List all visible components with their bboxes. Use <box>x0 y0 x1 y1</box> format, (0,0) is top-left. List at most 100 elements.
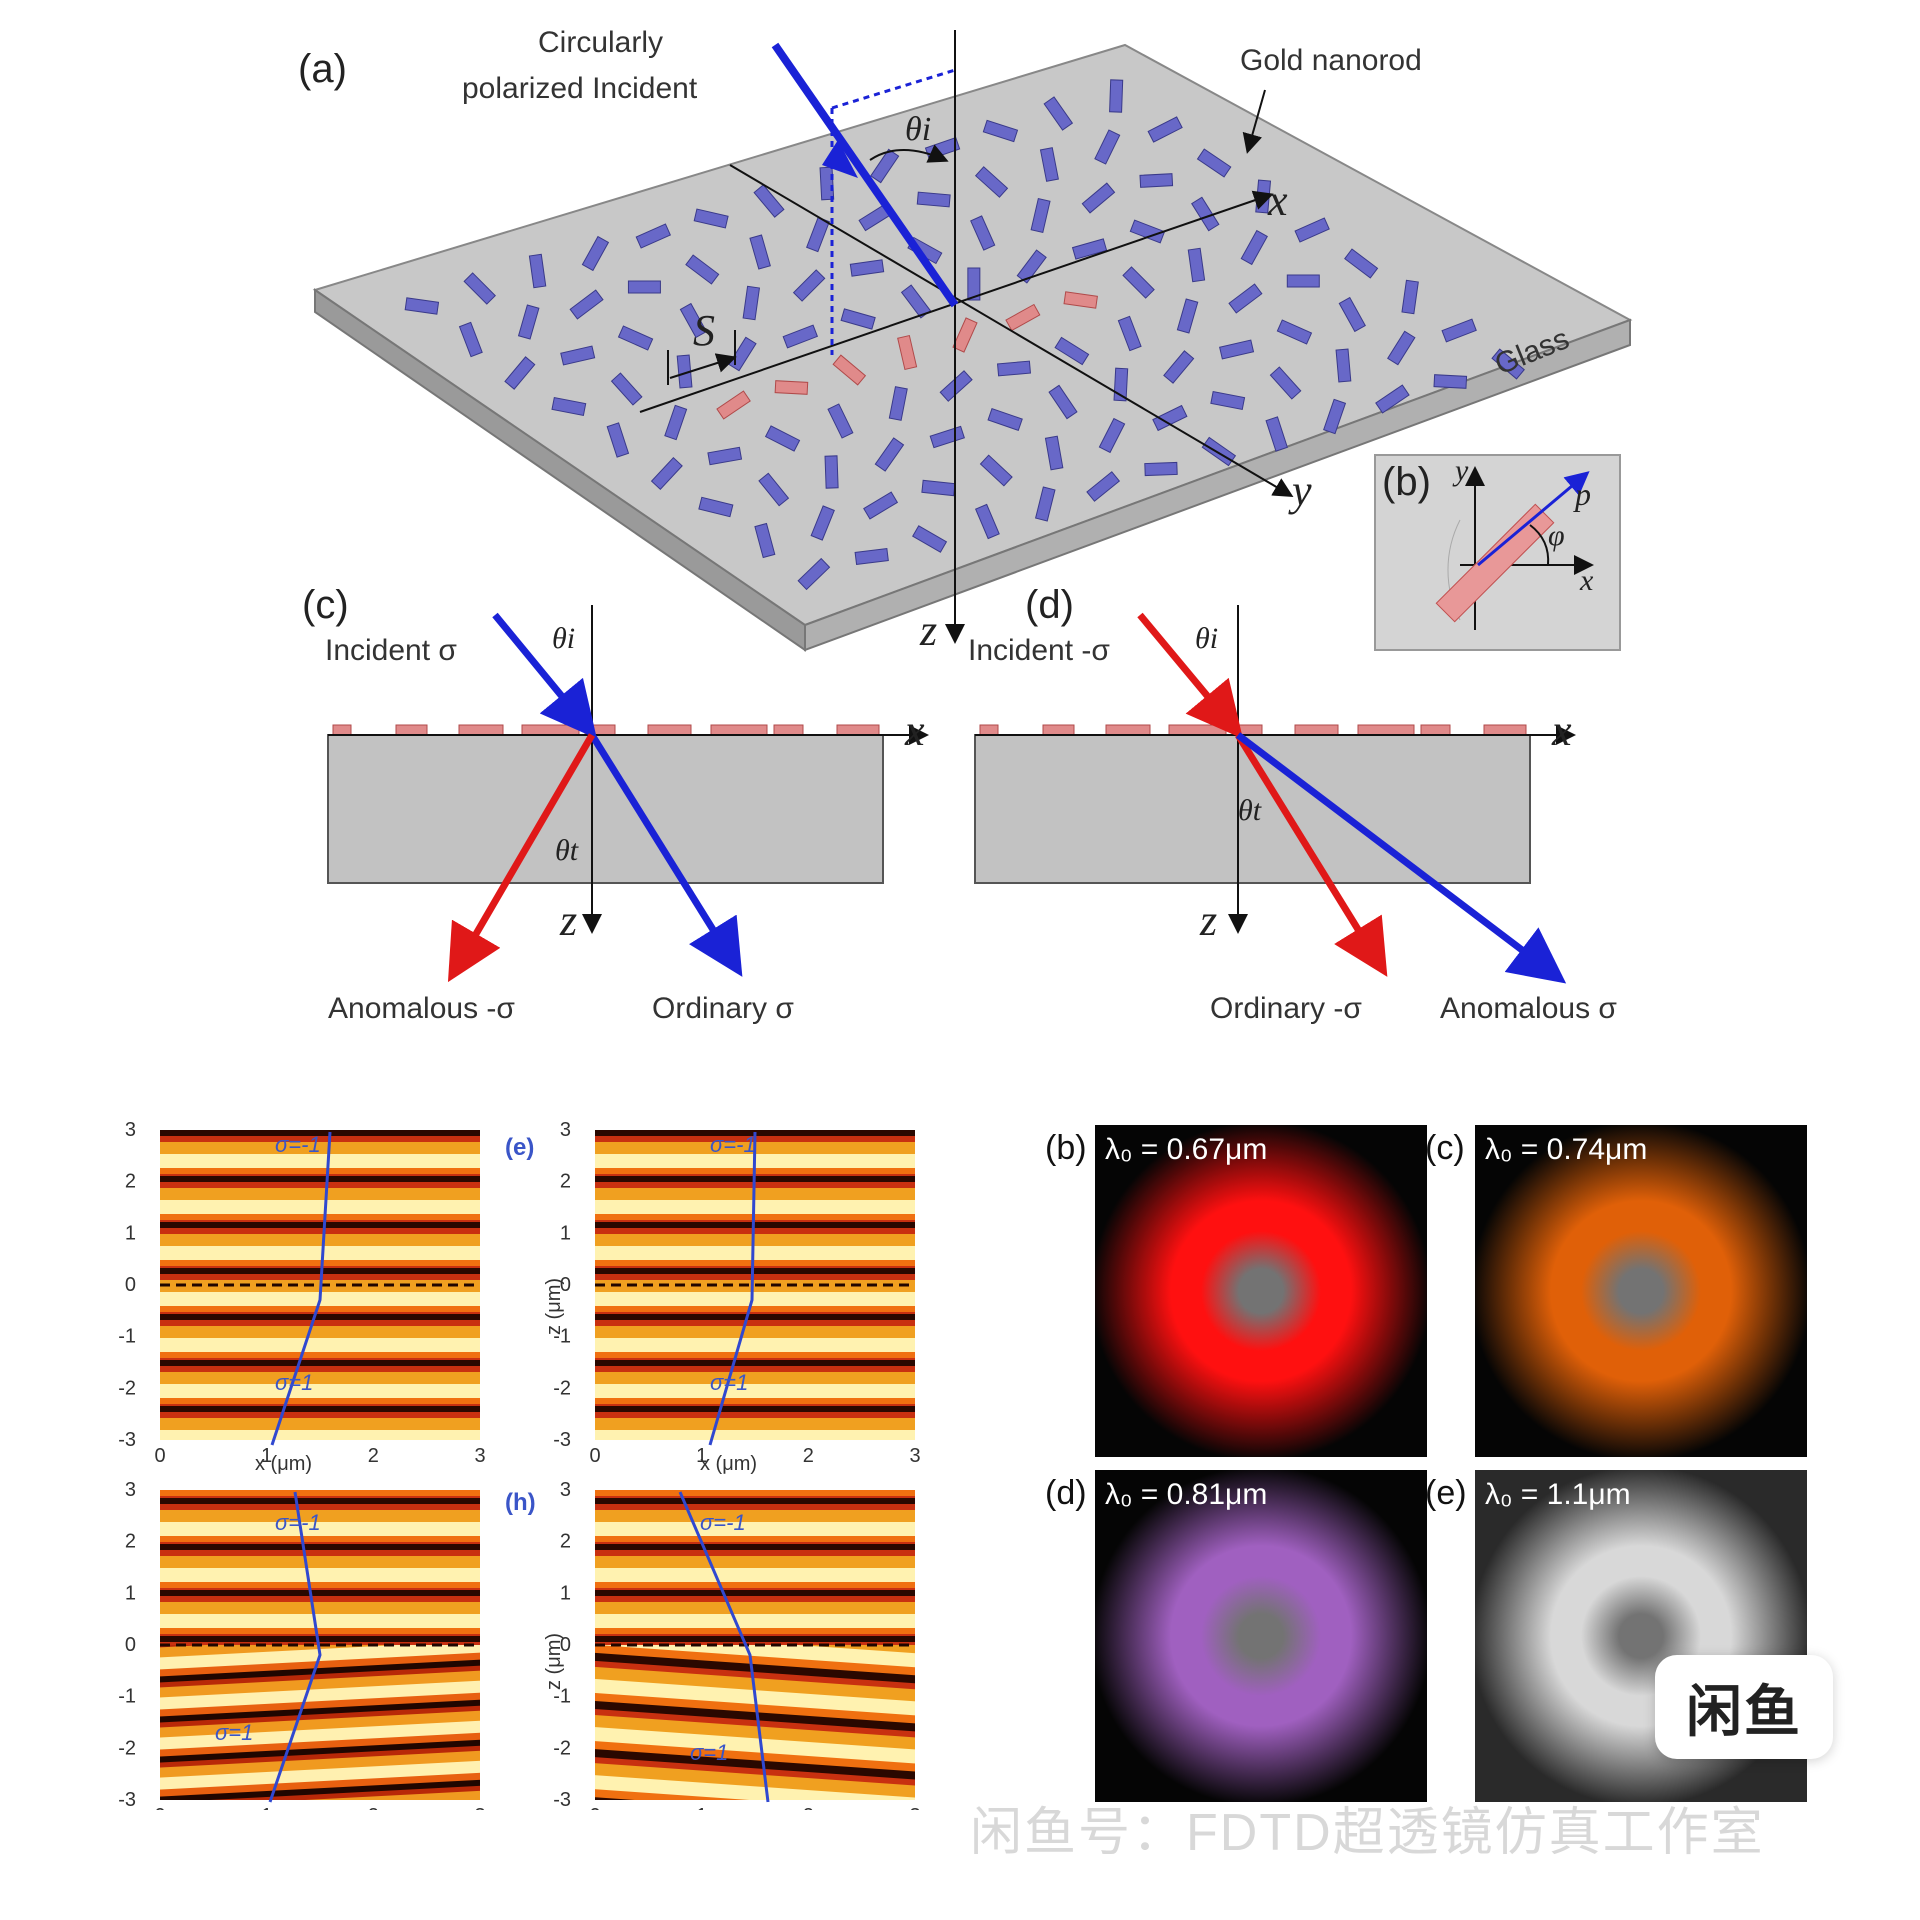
z-tick: -3 <box>553 1789 571 1810</box>
nanorod <box>1387 330 1416 366</box>
panel-d-letter: (d) <box>1025 583 1074 627</box>
cross-section-pad <box>1231 724 1263 736</box>
sigma-out-label: σ=1 <box>215 1720 253 1745</box>
field-upper <box>160 1490 480 1645</box>
ray-path <box>270 1131 332 1446</box>
cross-section-pad <box>773 724 804 736</box>
nanorod <box>979 454 1013 487</box>
x-tick: 0 <box>589 1445 600 1467</box>
nanorod <box>1338 296 1366 333</box>
glass-slab <box>312 43 1633 652</box>
z-tick: 3 <box>560 1479 571 1501</box>
field-upper <box>595 1490 915 1645</box>
x-axis-label-2: x (μm) <box>700 1453 757 1475</box>
nanorod <box>551 396 587 417</box>
nanorod <box>1044 435 1064 471</box>
cross-section-pad <box>1483 724 1527 736</box>
ray-path <box>678 1491 770 1803</box>
panel-c <box>327 605 929 983</box>
x-tick: 1 <box>696 1805 707 1810</box>
wavelength-label: λ₀ = 0.81μm <box>1105 1478 1268 1511</box>
s-label: S <box>693 306 715 355</box>
z-tick: -2 <box>118 1377 136 1399</box>
x-axis-label-1: x (μm) <box>255 1453 312 1475</box>
panel-c-letter: (c) <box>302 583 349 627</box>
cross-section-pad <box>1105 724 1151 736</box>
nanorod <box>1228 283 1263 314</box>
nanorod <box>404 297 440 315</box>
panel-d-theta-i: θi <box>1195 622 1218 655</box>
cross-section-pad <box>521 724 580 736</box>
z-tick: 1 <box>560 1582 571 1604</box>
wavelength-label: λ₀ = 1.1μm <box>1485 1478 1631 1511</box>
panel-d <box>974 605 1576 984</box>
nanorod <box>967 267 981 301</box>
nanorod <box>1240 229 1268 266</box>
nanorod <box>664 404 688 441</box>
z-tick: 2 <box>125 1171 136 1193</box>
nanorod <box>1117 315 1142 352</box>
nanorod <box>617 325 654 351</box>
cross-section-pad <box>1420 724 1451 736</box>
sigma-in-label: σ=-1 <box>275 1510 321 1535</box>
inset-axis-y: y <box>1452 454 1469 487</box>
nanorod <box>1323 398 1347 435</box>
cross-section-pad <box>458 724 504 736</box>
nanorod <box>888 386 908 421</box>
wavelength-label: λ₀ = 0.67μm <box>1105 1133 1268 1166</box>
nanorod <box>1286 274 1320 288</box>
nanorod <box>974 166 1009 198</box>
nanorod <box>1071 238 1108 260</box>
panel-c-theta-i: θi <box>552 622 575 655</box>
nanorod <box>698 496 734 518</box>
nanorod <box>754 522 776 559</box>
x-tick: 1 <box>261 1445 272 1467</box>
cross-section-pad <box>710 724 768 736</box>
z-tick: -1 <box>118 1326 136 1348</box>
x-tick: 2 <box>803 1805 814 1810</box>
z-tick: -3 <box>118 1789 136 1810</box>
z-tick: 3 <box>125 1119 136 1141</box>
field-plots: σ=-1 σ=1 3 2 1 0 -1 -2 -3 0 1 2 3 σ=-1 σ=1 3 2 1 0 -1 -2 -3 0 1… <box>118 1119 920 1810</box>
z-axis-label-2: z (μm) <box>543 1633 565 1690</box>
x-tick: 1 <box>696 1445 707 1467</box>
nanorod <box>1152 404 1188 432</box>
z-tick: -3 <box>553 1429 571 1451</box>
nanorod <box>1265 416 1288 452</box>
nanorod <box>463 272 496 305</box>
nanorod <box>1122 266 1155 299</box>
nanorod <box>840 308 876 330</box>
spacing-dimension <box>667 330 737 385</box>
inset-axis-x: x <box>1579 564 1594 597</box>
theta-label: θi <box>905 111 931 148</box>
nanorod <box>1039 147 1059 182</box>
nanorod <box>996 360 1032 377</box>
x-tick: 2 <box>368 1805 379 1810</box>
nanorod <box>939 370 973 402</box>
cross-section-pad <box>647 724 692 736</box>
axis-z-label: z <box>919 606 937 655</box>
nanorod <box>716 390 751 420</box>
inset-phi: φ <box>1548 519 1565 552</box>
nanorod <box>560 345 596 366</box>
nanorod <box>610 372 643 406</box>
nanorod <box>1098 417 1126 454</box>
panel-d-incident: Incident -σ <box>968 634 1110 667</box>
nanorod <box>916 191 951 208</box>
nanorod <box>1043 96 1074 131</box>
nanorod <box>1086 471 1121 502</box>
nanorod <box>792 269 826 302</box>
panel-d-anomalous: Anomalous σ <box>1440 992 1617 1025</box>
x-tick: 3 <box>909 1445 920 1467</box>
photo-letter: (d) <box>1045 1474 1087 1512</box>
sigma-out-label: σ=1 <box>275 1370 313 1395</box>
wavelength-label: λ₀ = 0.74μm <box>1485 1133 1648 1166</box>
z-tick: 1 <box>560 1222 571 1244</box>
gold-nanorod-label: Gold nanorod <box>1240 44 1422 77</box>
z-tick: -3 <box>118 1429 136 1451</box>
nanorod <box>827 403 854 439</box>
nanorod <box>1441 318 1477 343</box>
incident-projection <box>830 68 956 355</box>
nanorod <box>870 148 900 184</box>
cross-section-pad <box>836 724 880 736</box>
